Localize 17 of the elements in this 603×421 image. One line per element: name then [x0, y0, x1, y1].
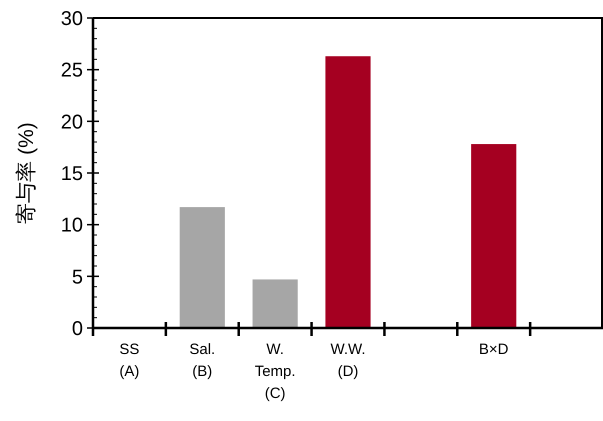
x-tick-label: W.W. (D) [330, 341, 366, 380]
bar [471, 144, 516, 328]
x-tick-label: W. Temp. (C) [254, 341, 296, 402]
bar [180, 207, 225, 328]
y-tick-label: 10 [60, 214, 83, 237]
y-tick-label: 20 [60, 111, 83, 134]
x-tick-label: Sal. (B) [189, 341, 216, 380]
y-tick-label: 15 [60, 163, 83, 185]
y-tick-label: 5 [72, 266, 83, 288]
y-axis-title: 寄与率 (%) [15, 122, 38, 224]
y-tick-label: 30 [60, 8, 83, 30]
bar [252, 279, 298, 328]
y-tick-label: 0 [72, 318, 83, 340]
x-tick-label: B×D [478, 341, 509, 358]
bar [325, 56, 371, 328]
x-tick-label: SS (A) [119, 341, 140, 380]
y-tick-label: 25 [60, 60, 83, 82]
